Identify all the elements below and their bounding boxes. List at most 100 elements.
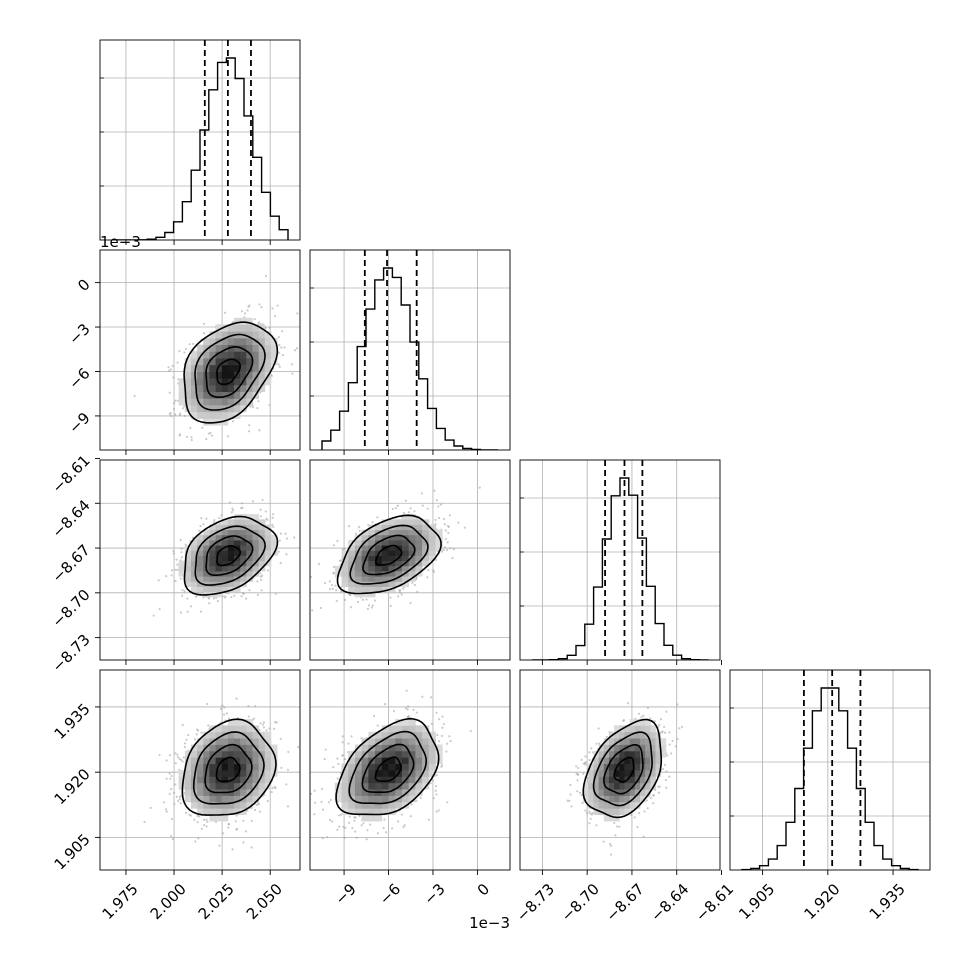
density-cell	[197, 738, 204, 745]
density-cell	[348, 560, 356, 567]
scatter-point	[176, 563, 179, 566]
scatter-point	[168, 369, 171, 372]
scatter-point	[427, 818, 430, 821]
density-cell	[203, 757, 210, 765]
scatter-point	[443, 523, 446, 526]
scatter-point	[261, 723, 265, 726]
density-cell	[252, 524, 260, 531]
density-cell	[215, 331, 223, 339]
density-cell	[190, 364, 198, 372]
density-cell	[227, 795, 235, 803]
scatter-point	[177, 799, 180, 803]
density-cell	[252, 351, 260, 359]
scatter-point	[435, 774, 438, 777]
density-cell	[624, 770, 631, 777]
scatter-point	[178, 434, 181, 437]
density-cell	[252, 529, 260, 536]
density-cell	[227, 565, 235, 572]
density-cell	[603, 776, 610, 784]
density-cell	[252, 757, 260, 765]
scatter-point	[285, 537, 289, 540]
density-cell	[215, 555, 223, 562]
scatter-point	[442, 548, 445, 552]
density-cell	[395, 560, 403, 567]
density-cell	[227, 725, 235, 733]
density-cell	[215, 540, 223, 546]
scatter-point	[369, 823, 372, 826]
scatter-point	[286, 805, 290, 808]
scatter-point	[365, 838, 368, 841]
density-cell	[197, 364, 204, 372]
density-cell	[209, 358, 216, 366]
density-cell	[227, 801, 235, 809]
density-cell	[640, 744, 646, 752]
scatter-point	[277, 363, 280, 366]
density-cell	[354, 571, 363, 577]
density-cell	[619, 795, 625, 803]
density-cell	[381, 750, 389, 758]
density-cell	[209, 576, 216, 582]
scatter-point	[407, 511, 411, 514]
density-cell	[190, 391, 198, 399]
density-cell	[388, 782, 396, 790]
scatter-point	[400, 813, 404, 816]
scatter-point	[409, 815, 412, 818]
scatter-point	[336, 828, 339, 831]
scatter-point	[570, 805, 573, 808]
scatter-point	[192, 342, 195, 345]
density-cell	[629, 801, 636, 809]
density-cell	[184, 391, 192, 399]
density-cell	[221, 814, 229, 822]
density-cell	[215, 571, 223, 577]
density-cells	[583, 718, 667, 822]
density-cell	[368, 550, 376, 556]
density-cell	[240, 371, 247, 379]
scatter-point	[432, 797, 435, 800]
density-cell	[660, 750, 667, 758]
scatter-point	[256, 580, 259, 583]
density-cell	[178, 384, 186, 393]
density-cell	[270, 351, 278, 359]
panel-frame	[99, 39, 301, 241]
scatter-point	[658, 723, 661, 727]
scatter-point	[266, 569, 270, 572]
scatter-point	[178, 798, 181, 801]
scatter-point	[210, 434, 214, 437]
density-cell	[215, 534, 223, 541]
density-cell	[408, 750, 416, 758]
scatter-point	[336, 539, 339, 543]
density-cell	[361, 534, 369, 541]
scatter-point	[578, 791, 582, 794]
scatter-point	[328, 818, 332, 821]
density-cell	[598, 789, 605, 796]
density-cell	[203, 337, 210, 346]
scatter-point	[257, 802, 260, 805]
density-cell	[603, 795, 610, 803]
scatter-point	[438, 740, 441, 743]
density-cell	[197, 545, 204, 551]
density-cell	[234, 529, 241, 536]
density-cell	[234, 581, 241, 587]
density-cell	[354, 581, 363, 587]
density-cell	[221, 782, 229, 790]
scatter-point	[307, 572, 309, 574]
density-cell	[234, 757, 241, 765]
density-cell	[415, 770, 423, 777]
density-cell	[388, 795, 396, 803]
scatter-point	[457, 521, 460, 524]
density-cell	[215, 725, 223, 733]
density-cell	[422, 725, 430, 733]
scatter-point	[664, 779, 668, 782]
density-cell	[401, 795, 410, 803]
density-cell	[209, 351, 216, 359]
density-cell	[603, 808, 610, 816]
scatter-point	[642, 714, 645, 717]
density-cell	[603, 750, 610, 758]
density-cell	[221, 519, 229, 525]
scatter-point	[642, 835, 645, 838]
scatter-point	[653, 720, 656, 723]
density-cell	[270, 540, 278, 546]
density-cell	[381, 555, 389, 562]
density-cell	[348, 782, 356, 790]
scatter-point	[353, 819, 356, 822]
